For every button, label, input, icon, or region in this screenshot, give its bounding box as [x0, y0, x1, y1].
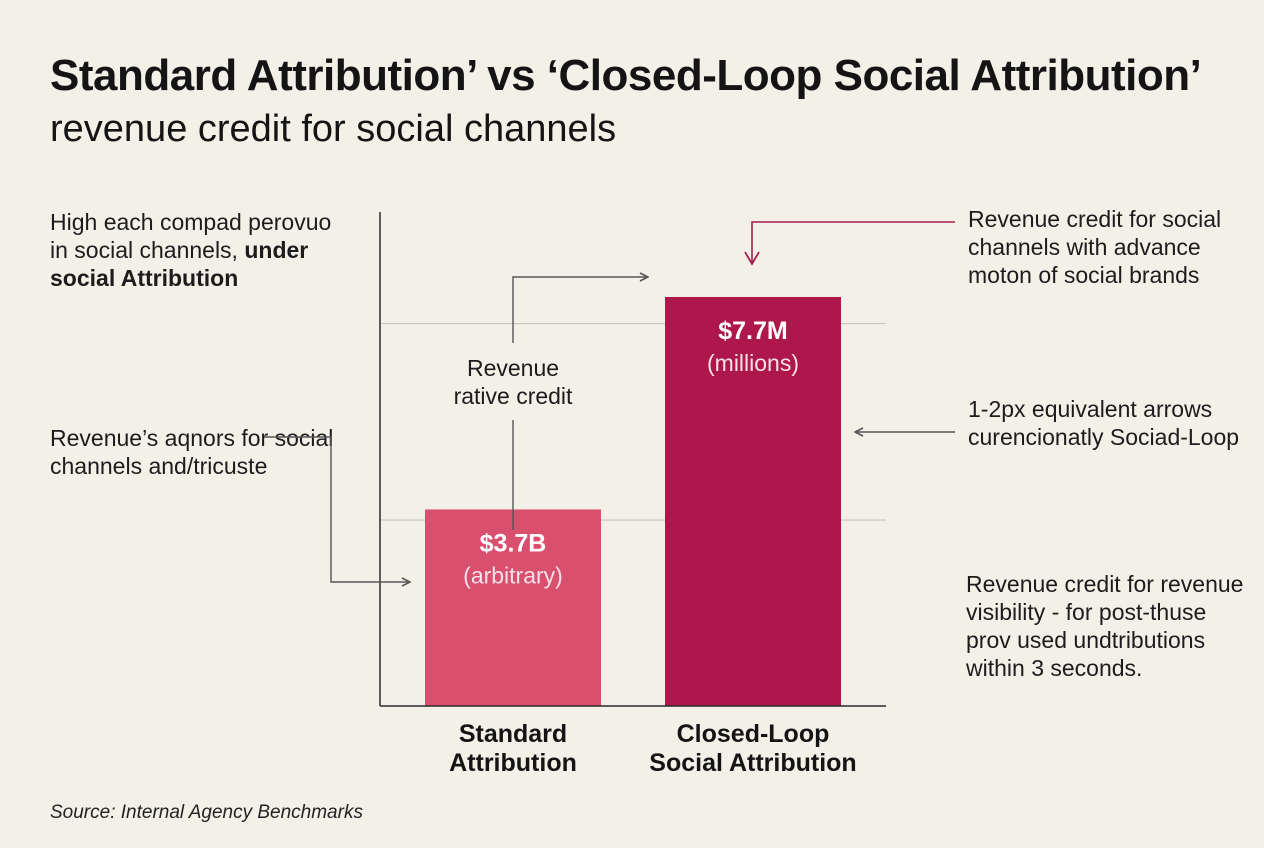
source-note: Source: Internal Agency Benchmarks — [50, 802, 363, 823]
note-left-top-emphasis: under social Attribution — [50, 237, 309, 291]
note-right-top: Revenue credit for social channels with … — [968, 206, 1222, 288]
category-label: Standard — [459, 720, 567, 748]
connector-right-top-arrowhead — [744, 251, 760, 266]
chart-title: Standard Attribution’ vs ‘Closed-Loop So… — [50, 51, 1202, 100]
note-left-top: High each compad perovuo in social chann… — [50, 208, 350, 292]
bar-value-label: $3.7B — [480, 529, 547, 557]
note-left-mid: Revenue’s aqnors for social channels and… — [50, 425, 334, 479]
note-left-top-text: High each compad perovuo in social chann… — [50, 209, 332, 263]
note-center: Revenue rative credit — [453, 355, 573, 409]
category-label: Attribution — [449, 749, 577, 777]
note-right-bottom: Revenue credit for revenue visibility - … — [966, 571, 1244, 681]
bar-unit-label: (millions) — [707, 350, 799, 376]
bar-standard-attribution — [425, 509, 601, 706]
category-label: Closed-Loop — [677, 720, 830, 748]
bar-unit-label: (arbitrary) — [463, 562, 563, 588]
bar-value-label: $7.7M — [718, 317, 787, 345]
connector-center-up — [512, 277, 648, 343]
bar-closed-loop-attribution — [665, 296, 841, 706]
connector-right-top — [751, 221, 955, 262]
connector-arrows — [264, 221, 955, 582]
note-right-middle: 1-2px equivalent arrows curencionatly So… — [968, 396, 1240, 450]
connector-left-mid — [264, 436, 410, 582]
category-label: Social Attribution — [649, 749, 856, 777]
chart-subtitle: revenue credit for social channels — [50, 108, 617, 150]
bars — [425, 296, 841, 706]
